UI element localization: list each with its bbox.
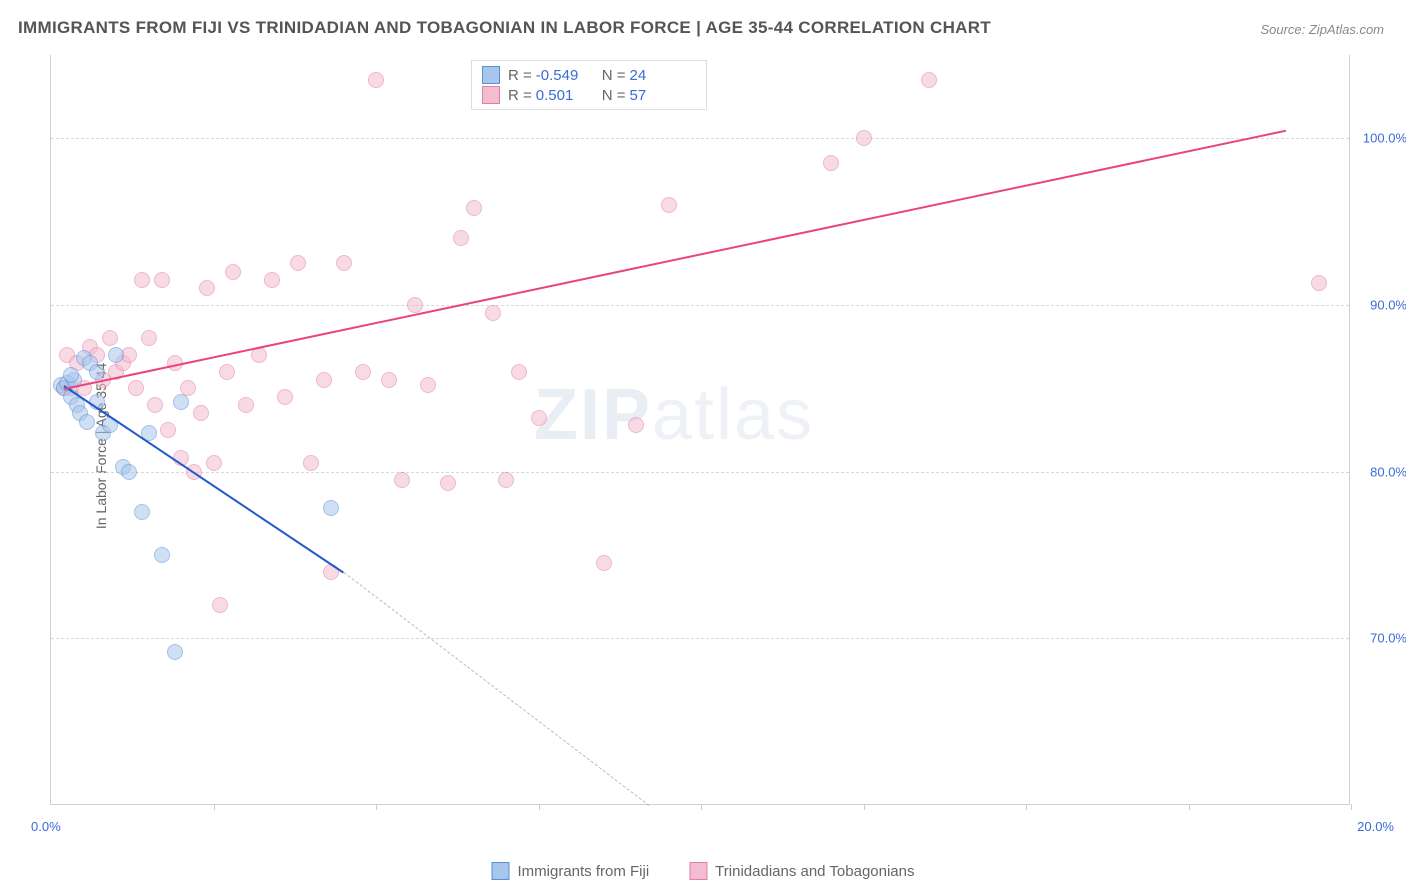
series-legend-label-1: Immigrants from Fiji [517,863,649,880]
y-tick-label: 80.0% [1352,464,1406,479]
data-point [355,364,371,380]
x-tick-mark [864,804,865,810]
legend-n-value-1: 24 [630,67,682,84]
legend-row-2: R = 0.501 N = 57 [482,85,696,105]
series-legend-item-2: Trinidadians and Tobagonians [689,862,914,880]
y-tick-label: 90.0% [1352,298,1406,313]
source-label: Source: ZipAtlas.com [1260,22,1384,37]
data-point [453,230,469,246]
x-tick-mark [1026,804,1027,810]
data-point [89,364,105,380]
data-point [628,417,644,433]
data-point [199,280,215,296]
legend-n-value-2: 57 [630,87,682,104]
legend-n-label: N = [602,87,626,104]
data-point [466,200,482,216]
data-point [134,504,150,520]
data-point [511,364,527,380]
data-point [596,555,612,571]
data-point [823,155,839,171]
series-legend-item-1: Immigrants from Fiji [491,862,649,880]
data-point [394,472,410,488]
gridline-horizontal [51,472,1349,473]
data-point [303,455,319,471]
x-tick-mark [539,804,540,810]
data-point [154,547,170,563]
series-legend-label-2: Trinidadians and Tobagonians [715,863,914,880]
series-legend-swatch-2 [689,862,707,880]
data-point [420,377,436,393]
data-point [277,389,293,405]
data-point [102,330,118,346]
watermark: ZIPatlas [534,374,814,456]
legend-r-value-2: 0.501 [536,87,588,104]
data-point [167,644,183,660]
data-point [206,455,222,471]
legend-swatch-1 [482,66,500,84]
data-point [219,364,235,380]
watermark-bold: ZIP [534,375,652,455]
gridline-horizontal [51,138,1349,139]
data-point [661,197,677,213]
series-legend-swatch-1 [491,862,509,880]
data-point [290,255,306,271]
data-point [485,305,501,321]
data-point [368,72,384,88]
legend-r-label: R = [508,87,532,104]
x-tick-mark [1189,804,1190,810]
x-tick-mark [214,804,215,810]
x-axis-start-label: 0.0% [31,819,61,834]
gridline-horizontal [51,638,1349,639]
data-point [1311,275,1327,291]
x-tick-mark [1351,804,1352,810]
data-point [381,372,397,388]
legend-swatch-2 [482,86,500,104]
data-point [921,72,937,88]
data-point [121,464,137,480]
data-point [407,297,423,313]
data-point [316,372,332,388]
data-point [63,367,79,383]
correlation-legend: R = -0.549 N = 24 R = 0.501 N = 57 [471,60,707,110]
data-point [134,272,150,288]
legend-n-label: N = [602,67,626,84]
data-point [225,264,241,280]
chart-plot-area: ZIPatlas R = -0.549 N = 24 R = 0.501 N =… [50,55,1350,805]
data-point [193,405,209,421]
x-axis-end-label: 20.0% [1357,819,1394,834]
watermark-thin: atlas [652,375,814,455]
legend-r-label: R = [508,67,532,84]
data-point [238,397,254,413]
data-point [147,397,163,413]
trend-line [64,130,1286,390]
x-tick-mark [376,804,377,810]
data-point [440,475,456,491]
series-legend: Immigrants from Fiji Trinidadians and To… [471,862,934,880]
data-point [173,394,189,410]
data-point [141,330,157,346]
data-point [154,272,170,288]
data-point [79,414,95,430]
data-point [160,422,176,438]
y-tick-label: 70.0% [1352,631,1406,646]
data-point [856,130,872,146]
gridline-horizontal [51,305,1349,306]
data-point [128,380,144,396]
data-point [336,255,352,271]
trend-line-dashed [343,572,649,806]
legend-r-value-1: -0.549 [536,67,588,84]
data-point [531,410,547,426]
data-point [264,272,280,288]
chart-title: IMMIGRANTS FROM FIJI VS TRINIDADIAN AND … [18,18,991,38]
data-point [498,472,514,488]
y-tick-label: 100.0% [1352,131,1406,146]
data-point [323,500,339,516]
legend-row-1: R = -0.549 N = 24 [482,65,696,85]
data-point [108,347,124,363]
x-tick-mark [701,804,702,810]
data-point [212,597,228,613]
